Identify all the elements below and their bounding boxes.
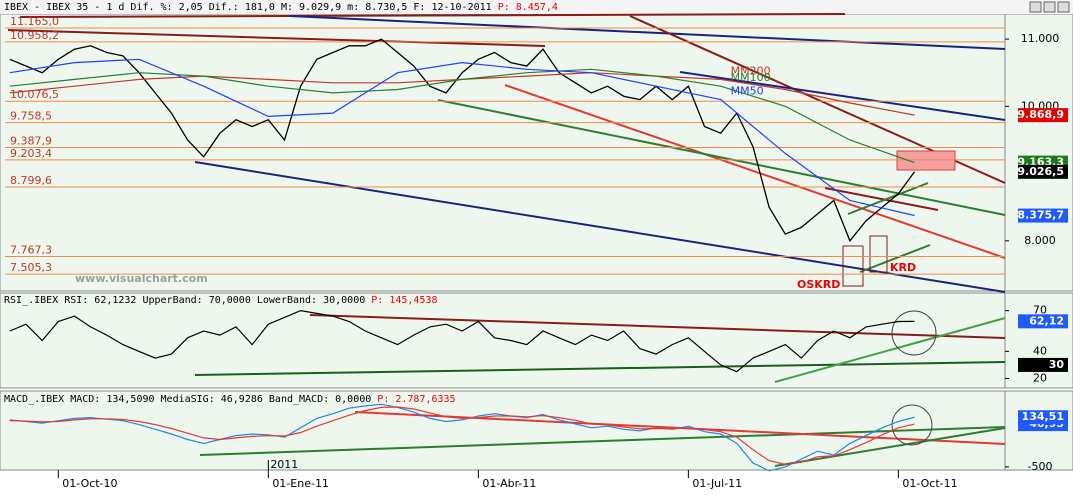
y-tick-label: 40 [1033, 344, 1047, 357]
main-header: IBEX - IBEX 35 - 1 d Dif. %: 2,05 Dif.: … [4, 2, 558, 13]
x-tick-label: 01-Oct-10 [62, 477, 117, 490]
trend-line [437, 99, 1006, 216]
price-tag-label: 9.026,5 [1017, 165, 1064, 178]
price-tag-label: 62,12 [1029, 314, 1064, 327]
series-label: MM100 [731, 71, 771, 84]
price-tag [1018, 357, 1068, 372]
level-label: 9.758,5 [10, 110, 52, 123]
trend-line [194, 361, 1006, 376]
macd-title: MACD_.IBEX MACD: 134,5090 MediaSIG: 46,9… [4, 394, 371, 405]
main-axis [1004, 13, 1073, 292]
rsi-header: RSI_.IBEX RSI: 62,1232 UpperBand: 70,000… [4, 295, 438, 306]
main-header-bar [0, 0, 1073, 14]
level-label: 9.203,4 [10, 147, 52, 160]
main-panel [0, 13, 1006, 292]
price-tag [1018, 208, 1068, 223]
chart-layer: 01-Oct-10 01-Ene-11 01-Abr-11 01-Jul-11 01-O… [5, 15, 1068, 490]
main-title: IBEX - IBEX 35 - 1 d Dif. %: 2,05 Dif.: … [4, 2, 492, 13]
trend-line [774, 317, 1006, 383]
trend-line [504, 84, 1006, 259]
series-line [9, 38, 916, 243]
window-buttons [1029, 1, 1070, 13]
y-tick-label: 20 [1033, 372, 1047, 385]
x-tick-label: 01-Ene-11 [272, 477, 329, 490]
level-label: 11.165,0 [10, 15, 59, 28]
trend-line [289, 15, 1006, 50]
trend-lines [7, 13, 1006, 467]
level-label: 10.958,2 [10, 29, 59, 42]
main-title-p: P: 8.457,4 [498, 2, 558, 13]
series-line [9, 309, 915, 373]
level-label: 8.799,6 [10, 174, 52, 187]
series-label: MM50 [731, 85, 764, 98]
minimize-button[interactable] [1029, 1, 1042, 13]
rsi-title: RSI_.IBEX RSI: 62,1232 UpperBand: 70,000… [4, 295, 365, 306]
annotation: OSKRD [797, 278, 840, 291]
price-tag-label: 30 [1049, 358, 1065, 371]
trend-line [859, 244, 931, 273]
macd-title-p: P: 2.787,6335 [377, 394, 455, 405]
series-line [9, 406, 915, 466]
price-tag-label: 8.375,7 [1017, 209, 1064, 222]
trend-line [7, 29, 546, 47]
x-tick-label: 01-Jul-11 [692, 477, 742, 490]
close-button[interactable] [1057, 1, 1070, 13]
x-tick-label: 01-Oct-11 [902, 477, 957, 490]
price-tag-label: 9.868,9 [1017, 108, 1064, 121]
oskrd-box [842, 245, 864, 287]
rsi-title-p: P: 145,4538 [371, 295, 437, 306]
y-tick-label: -500 [1028, 460, 1053, 473]
x-tick-label: 01-Abr-11 [482, 477, 536, 490]
trend-line [679, 71, 1006, 121]
highlight-zone [896, 150, 956, 171]
trend-line [19, 13, 846, 18]
price-tag [1018, 314, 1068, 329]
series-line [9, 68, 915, 164]
trend-line [847, 182, 929, 215]
rsi-axis [1004, 292, 1073, 389]
trend-line [824, 187, 939, 211]
rsi-circle [891, 310, 937, 356]
annotation: KRD [890, 261, 916, 274]
price-tag [1018, 108, 1068, 123]
series-line [9, 58, 915, 217]
macd-header: MACD_.IBEX MACD: 134,5090 MediaSIG: 46,9… [4, 394, 456, 405]
price-tag-label: 134,51 [1022, 410, 1064, 423]
y-tick-label: 8.000 [1024, 234, 1056, 247]
maximize-button[interactable] [1043, 1, 1056, 13]
level-label: 9.387,9 [10, 134, 52, 147]
trend-line [199, 426, 1006, 456]
y-tick-label: 11.000 [1021, 32, 1060, 45]
level-label: 7.767,3 [10, 243, 52, 256]
series-line [9, 403, 915, 472]
level-label: 7.505,3 [10, 261, 52, 274]
trend-line [774, 427, 1006, 467]
trend-line [309, 314, 1006, 339]
series-label: MM200 [731, 64, 771, 77]
price-tag [1018, 164, 1068, 179]
macd-circle [891, 404, 933, 446]
krd-box [869, 235, 888, 273]
price-tag [1018, 410, 1068, 425]
year-label: 2011 [270, 458, 298, 471]
rsi-panel [0, 292, 1006, 389]
y-tick-label: 70 [1033, 304, 1047, 317]
annotation: www.visualchart.com [75, 272, 208, 285]
